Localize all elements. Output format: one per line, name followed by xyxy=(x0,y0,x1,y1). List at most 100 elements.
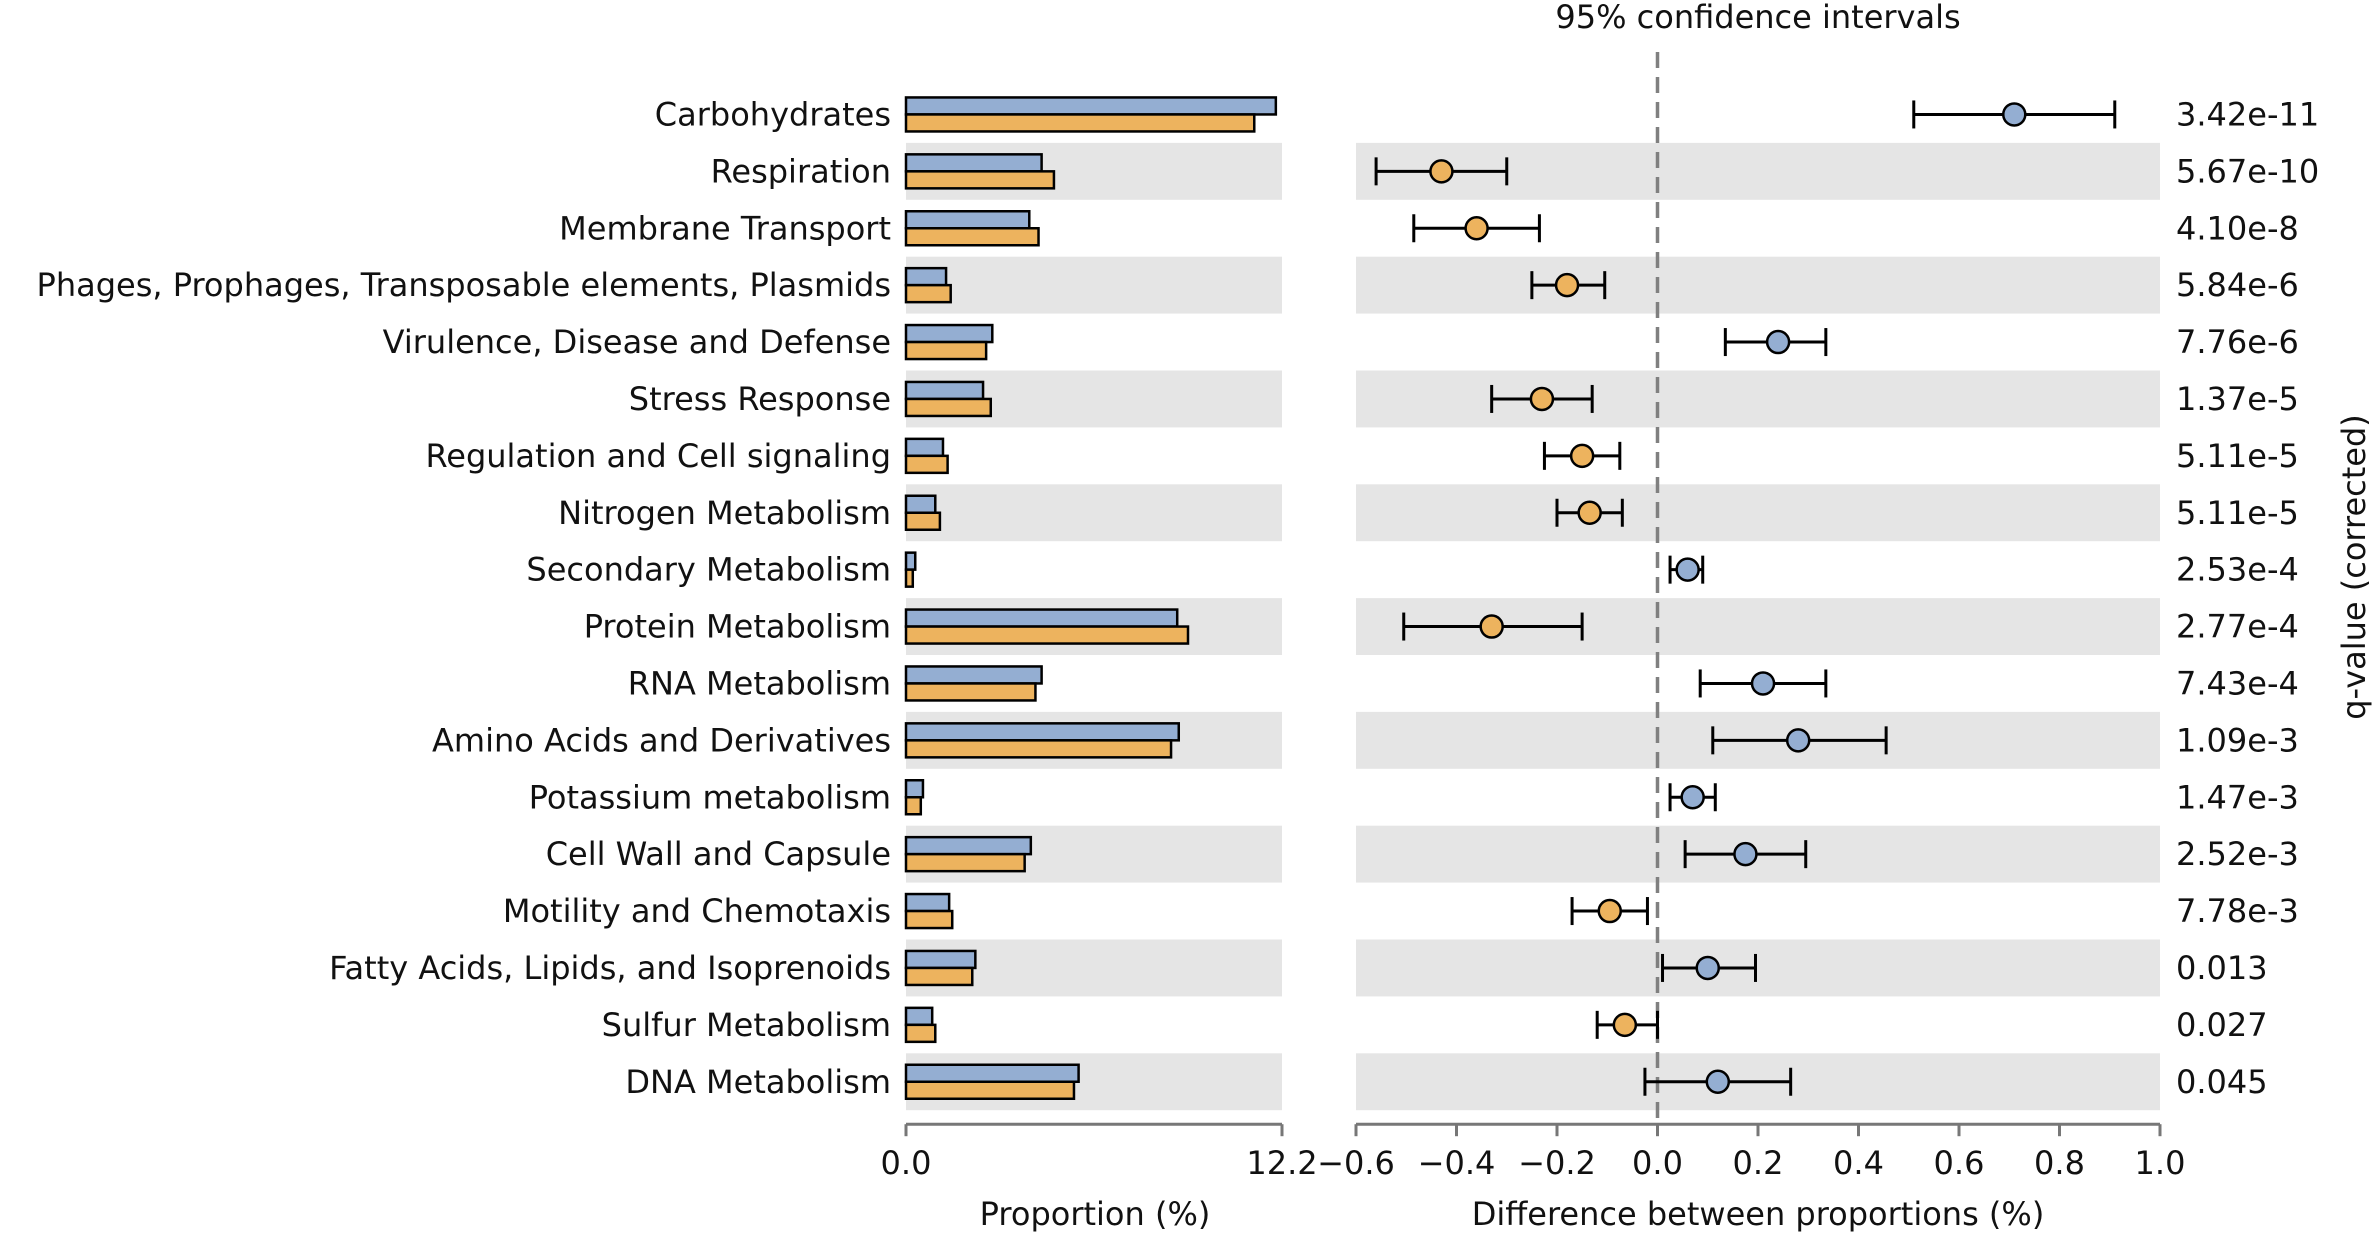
row-stripe-right xyxy=(1356,370,2160,428)
category-label: Carbohydrates xyxy=(655,95,891,133)
q-value-label: 0.027 xyxy=(2176,1006,2268,1044)
group2-bar xyxy=(904,909,954,930)
right-axis-tick-label: 0.8 xyxy=(2034,1144,2085,1182)
row-stripe-right xyxy=(1356,484,2160,542)
q-value-label: 5.84e-6 xyxy=(2176,266,2299,304)
difference-point xyxy=(1464,216,1489,241)
group1-bar xyxy=(904,210,1031,230)
group1-bar xyxy=(904,892,951,913)
q-value-label: 5.67e-10 xyxy=(2176,152,2319,190)
q-value-label: 7.78e-3 xyxy=(2176,892,2299,930)
group1-bar xyxy=(904,665,1043,685)
group1-bar xyxy=(904,494,937,514)
q-value-label: 1.09e-3 xyxy=(2176,721,2299,759)
group2-bar xyxy=(904,852,1026,873)
right-axis-tick-label: 1.0 xyxy=(2135,1144,2186,1182)
difference-point xyxy=(1597,898,1623,924)
left-axis-tick-label: 12.2 xyxy=(1246,1144,1317,1182)
q-value-label: 5.11e-5 xyxy=(2176,437,2299,475)
q-value-label: 4.10e-8 xyxy=(2176,209,2299,247)
q-value-label: 1.37e-5 xyxy=(2176,380,2299,418)
chart-title: 95% confidence intervals xyxy=(1555,0,1960,36)
right-axis-tick-label: 0.0 xyxy=(1632,1144,1683,1182)
q-value-label: 7.43e-4 xyxy=(2176,664,2299,702)
group2-bar xyxy=(904,340,988,361)
right-axis-tick-label: −0.4 xyxy=(1418,1144,1496,1182)
group2-bar xyxy=(904,568,915,588)
group1-bar xyxy=(904,323,994,344)
right-axis-tick-label: 0.4 xyxy=(1833,1144,1884,1182)
difference-point xyxy=(1577,500,1602,525)
q-value-label: 2.53e-4 xyxy=(2176,551,2299,589)
left-axis-tick-label: 0.0 xyxy=(881,1144,932,1182)
group2-bar xyxy=(904,739,1173,759)
right-axis-tick-label: −0.2 xyxy=(1518,1144,1596,1182)
difference-point xyxy=(1705,1069,1731,1094)
category-label: Protein Metabolism xyxy=(584,608,891,646)
difference-point xyxy=(1612,1012,1638,1038)
category-label: Fatty Acids, Lipids, and Isoprenoids xyxy=(329,949,891,987)
difference-point xyxy=(1750,671,1776,696)
group2-bar xyxy=(904,682,1037,702)
group2-bar xyxy=(904,283,952,304)
row-stripe-left xyxy=(906,256,1282,314)
q-value-label: 2.77e-4 xyxy=(2176,608,2299,646)
right-x-axis-title: Difference between proportions (%) xyxy=(1472,1195,2045,1233)
group1-bar xyxy=(904,1006,934,1027)
q-value-labels: 3.42e-11 5.67e-10 4.10e-8 5.84e-6 7.76e-6 1.3… xyxy=(2176,95,2319,1100)
group2-bar xyxy=(904,1023,937,1044)
category-label: Amino Acids and Derivatives xyxy=(432,721,891,759)
group1-bar xyxy=(904,949,977,970)
group2-bar xyxy=(904,227,1040,247)
category-label: Sulfur Metabolism xyxy=(602,1006,891,1044)
group1-bar xyxy=(904,1063,1080,1083)
category-label: Potassium metabolism xyxy=(529,778,891,816)
group1-bar xyxy=(904,96,1278,116)
difference-point xyxy=(1695,955,1720,981)
category-label: Virulence, Disease and Defense xyxy=(383,323,891,361)
group1-bar xyxy=(904,551,917,571)
group1-bar xyxy=(904,835,1033,856)
category-labels: Carbohydrates Respiration Membrane Transpo… xyxy=(37,95,891,1100)
difference-point xyxy=(1429,159,1454,184)
group1-bar xyxy=(904,380,985,401)
right-axis-tick-label: 0.6 xyxy=(1934,1144,1985,1182)
row-stripe-left xyxy=(906,484,1282,542)
q-value-axis-title: q-value (corrected) xyxy=(2335,414,2373,720)
category-label: Cell Wall and Capsule xyxy=(546,835,891,873)
group2-bar xyxy=(904,454,949,475)
row-stripe-right xyxy=(1356,939,2160,997)
difference-point xyxy=(1680,785,1705,810)
difference-point xyxy=(2002,102,2027,127)
group2-bar xyxy=(904,397,993,418)
right-axis-tick-label: 0.2 xyxy=(1733,1144,1784,1182)
group2-bar xyxy=(904,1080,1076,1100)
difference-point xyxy=(1554,272,1580,298)
difference-error-bars xyxy=(1374,100,2117,1096)
category-label: RNA Metabolism xyxy=(628,664,891,702)
category-label: Regulation and Cell signaling xyxy=(425,437,891,475)
q-value-label: 0.045 xyxy=(2176,1063,2268,1101)
difference-point xyxy=(1765,329,1791,355)
right-axis-tick-label: −0.6 xyxy=(1317,1144,1395,1182)
group2-bar xyxy=(904,511,942,531)
category-label: Respiration xyxy=(711,152,891,190)
difference-point xyxy=(1529,386,1555,412)
group1-bar xyxy=(904,608,1179,628)
q-value-label: 5.11e-5 xyxy=(2176,494,2299,532)
q-value-label: 3.42e-11 xyxy=(2176,95,2319,133)
group2-bar xyxy=(904,796,923,816)
category-label: Membrane Transport xyxy=(559,209,891,247)
group1-bar xyxy=(904,722,1181,742)
group2-bar xyxy=(904,170,1056,190)
category-label: DNA Metabolism xyxy=(625,1063,891,1101)
group1-bar xyxy=(904,153,1043,173)
right-x-axis: −0.6 −0.4 −0.2 0.0 0.2 0.4 0.6 0.8 1.0 xyxy=(1317,1122,2186,1182)
left-x-axis: 0.0 12.2 xyxy=(881,1122,1318,1182)
group2-bar xyxy=(904,113,1256,133)
q-value-label: 7.76e-6 xyxy=(2176,323,2299,361)
category-label: Nitrogen Metabolism xyxy=(558,494,891,532)
q-value-label: 0.013 xyxy=(2176,949,2268,987)
difference-point xyxy=(1733,841,1758,867)
